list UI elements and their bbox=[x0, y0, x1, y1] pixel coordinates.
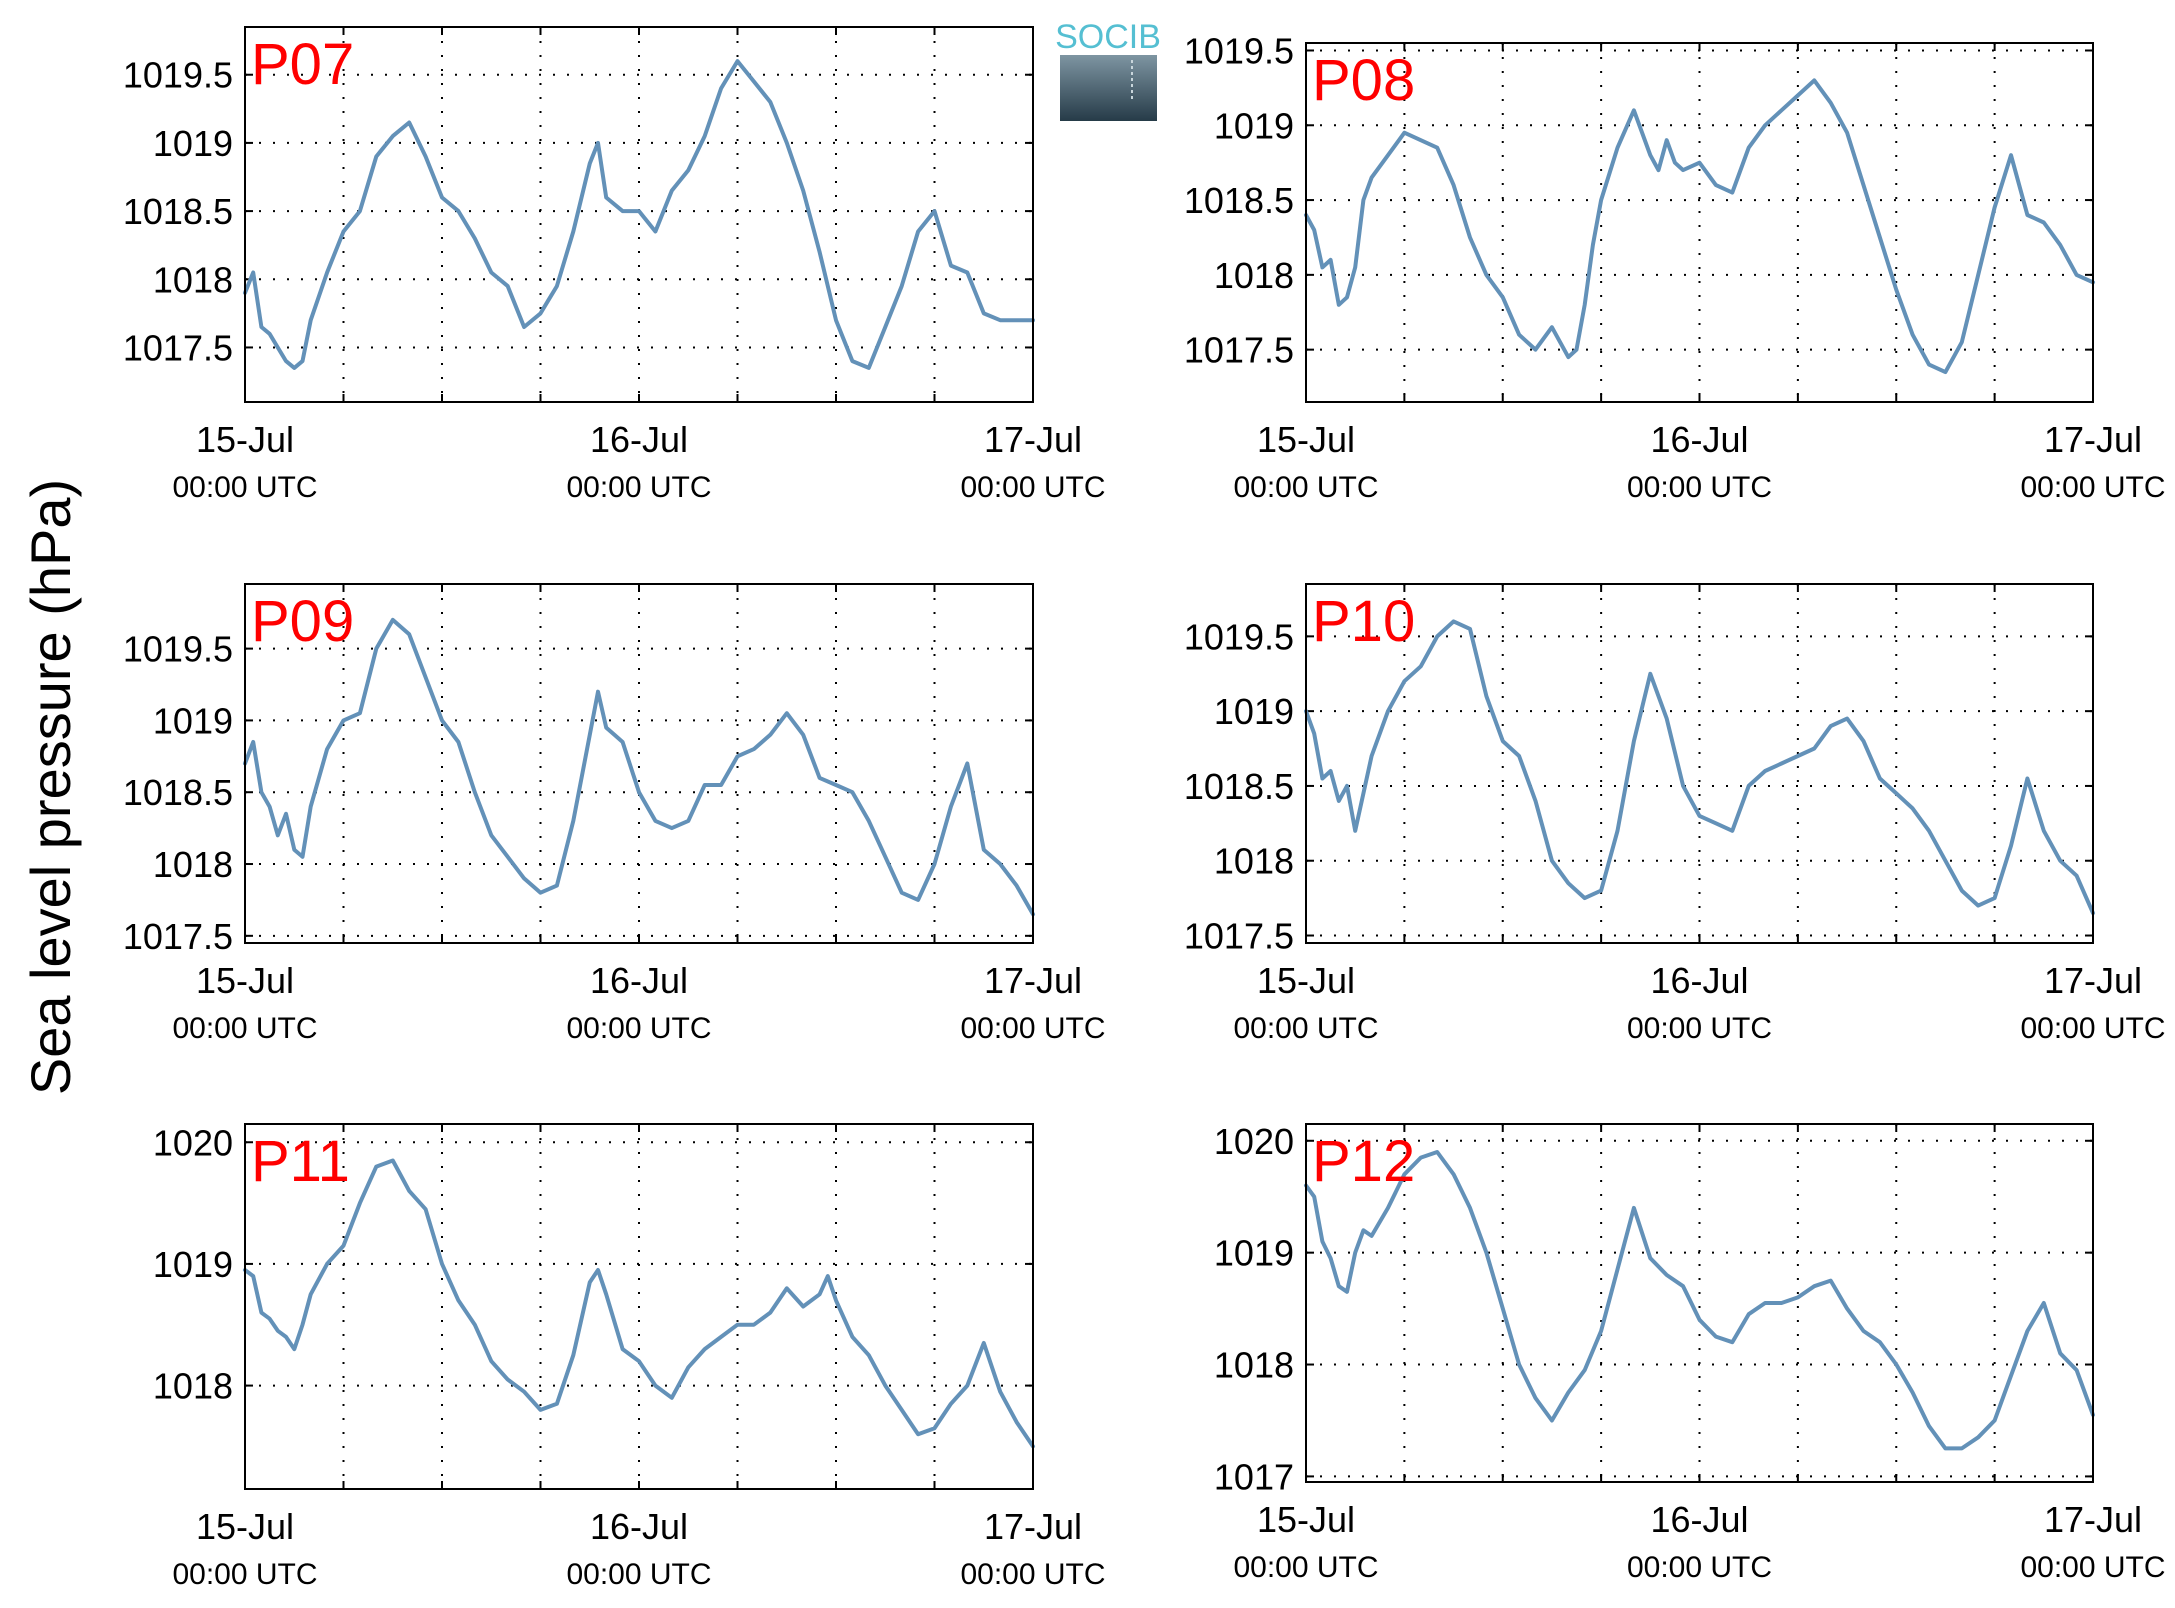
series-line-p10 bbox=[1304, 619, 2095, 916]
x-tick-date-label: 15-Jul bbox=[1257, 419, 1355, 460]
y-tick-label: 1019 bbox=[1214, 1233, 1294, 1274]
y-tick-label: 1019 bbox=[153, 1244, 233, 1285]
x-tick-date-label: 17-Jul bbox=[2044, 960, 2142, 1001]
x-tick-time-label: 00:00 UTC bbox=[172, 1012, 317, 1045]
x-tick-date-label: 15-Jul bbox=[1257, 960, 1355, 1001]
x-tick-date-label: 16-Jul bbox=[1650, 419, 1748, 460]
y-tick-label: 1018 bbox=[1214, 841, 1294, 882]
x-tick-time-label: 00:00 UTC bbox=[1233, 471, 1378, 504]
y-tick-label: 1018.5 bbox=[1184, 180, 1294, 221]
x-tick-time-label: 00:00 UTC bbox=[2020, 471, 2165, 504]
x-tick-time-label: 00:00 UTC bbox=[566, 1012, 711, 1045]
x-tick-date-label: 16-Jul bbox=[1650, 960, 1748, 1001]
x-tick-date-label: 17-Jul bbox=[984, 1506, 1082, 1547]
y-tick-label: 1017 bbox=[1214, 1456, 1294, 1497]
panel-p07: 1017.5 1018 1018.5 1019 1019.5 15-Jul 00:00 UT… bbox=[123, 26, 1106, 504]
y-tick-label: 1018 bbox=[1214, 255, 1294, 296]
panels: 1017.5 1018 1018.5 1019 1019.5 15-Jul 00:00 UT… bbox=[123, 26, 2166, 1591]
x-tick-date-label: 17-Jul bbox=[984, 960, 1082, 1001]
series-line-p08 bbox=[1304, 78, 2095, 375]
x-tick-time-label: 00:00 UTC bbox=[960, 1558, 1105, 1591]
panel-p10: 1017.5 1018 1018.5 1019 1019.5 15-Jul 00:00 UT… bbox=[1184, 583, 2166, 1045]
y-tick-label: 1018 bbox=[153, 1366, 233, 1407]
y-tick-label: 1019.5 bbox=[123, 55, 233, 96]
panel-label: P12 bbox=[1312, 1129, 1415, 1194]
y-axis-label: Sea level pressure (hPa) bbox=[19, 479, 82, 1095]
panel-label: P09 bbox=[251, 589, 354, 654]
x-tick-time-label: 00:00 UTC bbox=[172, 1558, 317, 1591]
y-tick-label: 1017.5 bbox=[123, 916, 233, 957]
y-tick-label: 1020 bbox=[153, 1122, 233, 1163]
series-line-p07 bbox=[243, 59, 1035, 370]
x-tick-time-label: 00:00 UTC bbox=[2020, 1551, 2165, 1584]
x-tick-date-label: 15-Jul bbox=[196, 960, 294, 1001]
y-tick-label: 1019 bbox=[1214, 105, 1294, 146]
y-tick-label: 1019.5 bbox=[1184, 616, 1294, 657]
plot-frame bbox=[244, 583, 1034, 944]
x-tick-time-label: 00:00 UTC bbox=[1627, 1551, 1772, 1584]
x-tick-date-label: 16-Jul bbox=[590, 419, 688, 460]
x-tick-date-label: 16-Jul bbox=[1650, 1499, 1748, 1540]
x-tick-date-label: 15-Jul bbox=[1257, 1499, 1355, 1540]
y-tick-label: 1019 bbox=[153, 700, 233, 741]
panel-label: P07 bbox=[251, 32, 354, 97]
y-tick-label: 1017.5 bbox=[1184, 916, 1294, 957]
x-tick-time-label: 00:00 UTC bbox=[172, 471, 317, 504]
y-tick-label: 1018.5 bbox=[123, 191, 233, 232]
logo-block bbox=[1060, 55, 1157, 121]
x-tick-date-label: 17-Jul bbox=[2044, 1499, 2142, 1540]
x-tick-time-label: 00:00 UTC bbox=[960, 1012, 1105, 1045]
y-tick-label: 1017.5 bbox=[1184, 330, 1294, 371]
x-tick-date-label: 15-Jul bbox=[196, 419, 294, 460]
y-tick-label: 1019 bbox=[153, 123, 233, 164]
y-tick-label: 1018.5 bbox=[123, 772, 233, 813]
logo-text: SOCIB bbox=[1055, 18, 1161, 56]
panel-label: P10 bbox=[1312, 589, 1415, 654]
y-tick-label: 1018 bbox=[153, 844, 233, 885]
panel-p09: 1017.5 1018 1018.5 1019 1019.5 15-Jul 00:00 UT… bbox=[123, 583, 1106, 1045]
x-tick-time-label: 00:00 UTC bbox=[566, 1558, 711, 1591]
x-tick-time-label: 00:00 UTC bbox=[566, 471, 711, 504]
panel-p11: 1018 1019 1020 15-Jul 00:00 UTC 16-Jul 00:00 U… bbox=[153, 1122, 1106, 1591]
plot-frame bbox=[1305, 42, 2094, 403]
x-tick-date-label: 17-Jul bbox=[2044, 419, 2142, 460]
panel-p08: 1017.5 1018 1018.5 1019 1019.5 15-Jul 00:00 UT… bbox=[1184, 30, 2166, 504]
x-tick-date-label: 15-Jul bbox=[196, 1506, 294, 1547]
x-tick-date-label: 16-Jul bbox=[590, 1506, 688, 1547]
x-tick-time-label: 00:00 UTC bbox=[1233, 1551, 1378, 1584]
socib-logo: SOCIB bbox=[1055, 18, 1161, 121]
panel-label: P08 bbox=[1312, 48, 1415, 113]
x-tick-time-label: 00:00 UTC bbox=[1233, 1012, 1378, 1045]
x-tick-time-label: 00:00 UTC bbox=[1627, 1012, 1772, 1045]
y-tick-label: 1019.5 bbox=[123, 629, 233, 670]
plot-frame bbox=[1305, 1123, 2094, 1483]
y-tick-label: 1019 bbox=[1214, 691, 1294, 732]
panel-p12: 1017 1018 1019 1020 15-Jul 00:00 UTC 16-Jul 00:… bbox=[1214, 1121, 2166, 1584]
y-tick-label: 1018 bbox=[1214, 1345, 1294, 1386]
series-line-p12 bbox=[1304, 1150, 2095, 1451]
y-tick-label: 1018.5 bbox=[1184, 766, 1294, 807]
y-tick-label: 1020 bbox=[1214, 1121, 1294, 1162]
x-tick-time-label: 00:00 UTC bbox=[960, 471, 1105, 504]
plot-frame bbox=[1305, 583, 2094, 944]
y-tick-label: 1019.5 bbox=[1184, 30, 1294, 71]
x-tick-time-label: 00:00 UTC bbox=[2020, 1012, 2165, 1045]
plot-frame bbox=[244, 1123, 1034, 1490]
x-tick-date-label: 16-Jul bbox=[590, 960, 688, 1001]
y-tick-label: 1018 bbox=[153, 259, 233, 300]
series-line-p09 bbox=[243, 617, 1035, 917]
plot-frame bbox=[244, 26, 1034, 403]
series-line-p11 bbox=[243, 1158, 1035, 1449]
panel-label: P11 bbox=[251, 1129, 350, 1194]
x-tick-date-label: 17-Jul bbox=[984, 419, 1082, 460]
x-tick-time-label: 00:00 UTC bbox=[1627, 471, 1772, 504]
y-tick-label: 1017.5 bbox=[123, 327, 233, 368]
